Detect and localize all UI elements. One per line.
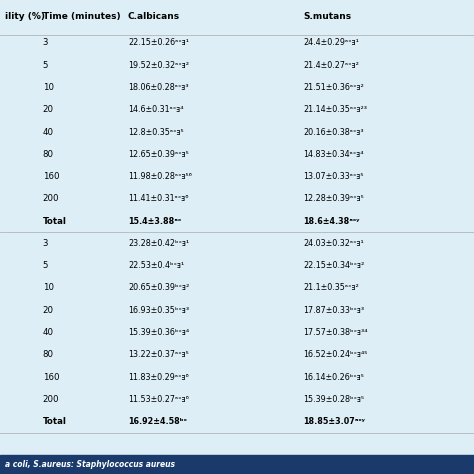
Text: 21.1±0.35ᵃˣⱻ²: 21.1±0.35ᵃˣⱻ² <box>303 283 359 292</box>
Text: 10: 10 <box>43 83 54 92</box>
Text: a coli, S.aureus: Staphylococcus aureus: a coli, S.aureus: Staphylococcus aureus <box>5 460 175 469</box>
Text: Total: Total <box>43 217 66 226</box>
Text: S.mutans: S.mutans <box>303 12 352 21</box>
Text: 20.16±0.38ᵃˣⱻ³: 20.16±0.38ᵃˣⱻ³ <box>303 128 364 137</box>
Text: 15.4±3.88ᵃˣ: 15.4±3.88ᵃˣ <box>128 217 181 226</box>
Text: Total: Total <box>43 417 66 426</box>
Text: 16.93±0.35ᵇˣⱻ³: 16.93±0.35ᵇˣⱻ³ <box>128 306 189 315</box>
Text: 11.41±0.31ᵃˣⱻ⁶: 11.41±0.31ᵃˣⱻ⁶ <box>128 194 189 203</box>
Text: 16.52±0.24ᵇˣⱻ⁴⁵: 16.52±0.24ᵇˣⱻ⁴⁵ <box>303 350 368 359</box>
Text: 12.8±0.35ᵃˣⱻ⁵: 12.8±0.35ᵃˣⱻ⁵ <box>128 128 183 137</box>
Text: 10: 10 <box>43 283 54 292</box>
Text: 19.52±0.32ᵃˣⱻ²: 19.52±0.32ᵃˣⱻ² <box>128 61 189 70</box>
Text: 80: 80 <box>43 150 54 159</box>
Text: 160: 160 <box>43 172 59 181</box>
Text: 3: 3 <box>43 38 48 47</box>
Text: ility (%): ility (%) <box>5 12 45 21</box>
Text: 200: 200 <box>43 395 59 404</box>
Text: 40: 40 <box>43 128 54 137</box>
Text: 17.87±0.33ᵇˣⱻ³: 17.87±0.33ᵇˣⱻ³ <box>303 306 365 315</box>
Text: 13.22±0.37ᵃˣⱻ⁵: 13.22±0.37ᵃˣⱻ⁵ <box>128 350 189 359</box>
Text: 11.53±0.27ᵃˣⱻ⁶: 11.53±0.27ᵃˣⱻ⁶ <box>128 395 189 404</box>
Text: 16.14±0.26ᵇˣⱻ⁵: 16.14±0.26ᵇˣⱻ⁵ <box>303 373 364 382</box>
Text: Time (minutes): Time (minutes) <box>43 12 120 21</box>
Text: 18.6±4.38ᵃˣʸ: 18.6±4.38ᵃˣʸ <box>303 217 360 226</box>
Text: 17.57±0.38ᵇˣⱻ³⁴: 17.57±0.38ᵇˣⱻ³⁴ <box>303 328 368 337</box>
Text: 20: 20 <box>43 105 54 114</box>
Text: 20.65±0.39ᵇˣⱻ²: 20.65±0.39ᵇˣⱻ² <box>128 283 189 292</box>
Text: 3: 3 <box>43 239 48 248</box>
Text: 22.15±0.34ᵇˣⱻ²: 22.15±0.34ᵇˣⱻ² <box>303 261 365 270</box>
Text: 14.83±0.34ᵃˣⱻ⁴: 14.83±0.34ᵃˣⱻ⁴ <box>303 150 364 159</box>
Text: 12.65±0.39ᵃˣⱻ⁵: 12.65±0.39ᵃˣⱻ⁵ <box>128 150 189 159</box>
Text: 21.4±0.27ᵃˣⱻ²: 21.4±0.27ᵃˣⱻ² <box>303 61 359 70</box>
Text: 16.92±4.58ᵇˣ: 16.92±4.58ᵇˣ <box>128 417 187 426</box>
Text: 22.15±0.26ᵃˣⱻ¹: 22.15±0.26ᵃˣⱻ¹ <box>128 38 189 47</box>
Text: 160: 160 <box>43 373 59 382</box>
Text: 15.39±0.28ᵇˣⱻ⁵: 15.39±0.28ᵇˣⱻ⁵ <box>303 395 365 404</box>
Text: 11.98±0.28ᵃˣⱻ⁵⁶: 11.98±0.28ᵃˣⱻ⁵⁶ <box>128 172 192 181</box>
Text: 40: 40 <box>43 328 54 337</box>
Text: 18.85±3.07ᵃˣʸ: 18.85±3.07ᵃˣʸ <box>303 417 365 426</box>
Text: 18.06±0.28ᵃˣⱻ³: 18.06±0.28ᵃˣⱻ³ <box>128 83 189 92</box>
Text: 24.03±0.32ᵃˣⱻ¹: 24.03±0.32ᵃˣⱻ¹ <box>303 239 364 248</box>
Text: 21.14±0.35ᵃˣⱻ²³: 21.14±0.35ᵃˣⱻ²³ <box>303 105 367 114</box>
Text: 80: 80 <box>43 350 54 359</box>
Text: 5: 5 <box>43 61 48 70</box>
Text: 13.07±0.33ᵃˣⱻ⁵: 13.07±0.33ᵃˣⱻ⁵ <box>303 172 364 181</box>
Text: 15.39±0.36ᵇˣⱻ⁴: 15.39±0.36ᵇˣⱻ⁴ <box>128 328 189 337</box>
Text: C.albicans: C.albicans <box>128 12 180 21</box>
Text: 22.53±0.4ᵇˣⱻ¹: 22.53±0.4ᵇˣⱻ¹ <box>128 261 184 270</box>
Text: 24.4±0.29ᵃˣⱻ¹: 24.4±0.29ᵃˣⱻ¹ <box>303 38 359 47</box>
Text: 12.28±0.39ᵃˣⱻ⁵: 12.28±0.39ᵃˣⱻ⁵ <box>303 194 364 203</box>
Bar <box>0 455 474 474</box>
Text: 5: 5 <box>43 261 48 270</box>
Text: 14.6±0.31ᵃˣⱻ⁴: 14.6±0.31ᵃˣⱻ⁴ <box>128 105 183 114</box>
Text: 20: 20 <box>43 306 54 315</box>
Text: 11.83±0.29ᵃˣⱻ⁶: 11.83±0.29ᵃˣⱻ⁶ <box>128 373 189 382</box>
Text: 21.51±0.36ᵃˣⱻ²: 21.51±0.36ᵃˣⱻ² <box>303 83 364 92</box>
Text: 23.28±0.42ᵇˣⱻ¹: 23.28±0.42ᵇˣⱻ¹ <box>128 239 189 248</box>
Text: 200: 200 <box>43 194 59 203</box>
